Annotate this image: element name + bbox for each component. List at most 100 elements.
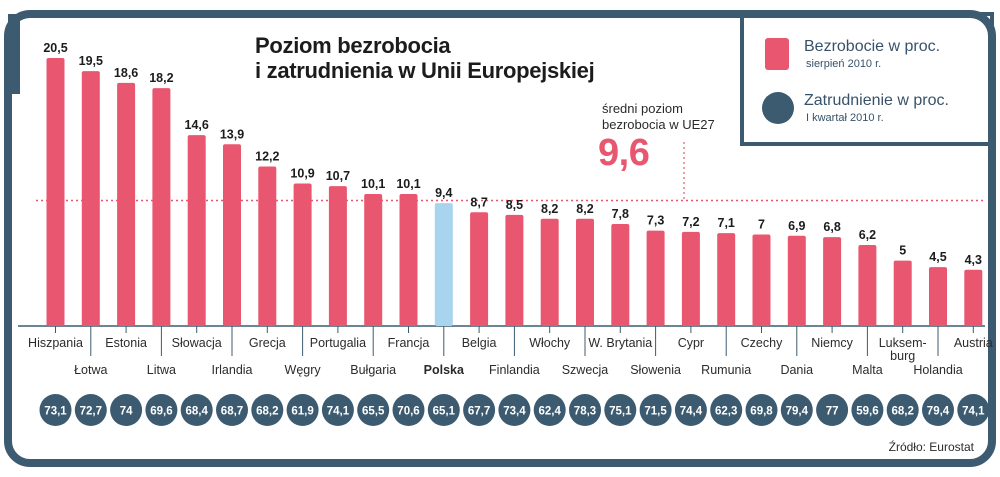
bar-value-label: 7,8	[612, 207, 629, 221]
employment-value-label: 68,4	[186, 406, 209, 418]
employment-circle	[816, 394, 849, 426]
country-label: Cypr	[678, 336, 704, 350]
country-label: Węgry	[285, 363, 322, 377]
bar	[470, 212, 489, 326]
bar-value-label: 19,5	[79, 54, 103, 68]
employment-circle	[321, 394, 354, 426]
bar-value-label: 8,2	[541, 202, 558, 216]
bar-value-label: 7,1	[718, 216, 735, 230]
bar-value-label: 8,7	[470, 195, 487, 209]
legend-employment-label: Zatrudnienie w proc.	[804, 92, 949, 109]
legend-unemployment-note: sierpień 2010 r.	[806, 58, 882, 70]
bar	[399, 193, 418, 326]
bar-value-label: 18,2	[149, 71, 173, 85]
employment-circle	[674, 394, 707, 426]
bar	[787, 235, 806, 326]
average-value: 9,6	[598, 132, 650, 174]
bar-value-label: 7,2	[682, 215, 699, 229]
employment-circle	[851, 394, 884, 426]
legend-bar-swatch	[765, 38, 789, 70]
bar-value-label: 4,5	[929, 250, 946, 264]
country-label: Austria	[954, 336, 993, 350]
country-label: Finlandia	[489, 363, 540, 377]
bar-value-label: 10,1	[361, 177, 385, 191]
frame-corner-tab	[8, 14, 20, 94]
employment-circle	[286, 394, 319, 426]
employment-circle	[110, 394, 143, 426]
bar	[293, 183, 312, 326]
bar	[81, 71, 100, 326]
country-label: Czechy	[741, 336, 783, 350]
bar	[858, 244, 877, 326]
bar	[752, 234, 771, 326]
bar	[223, 144, 241, 326]
bar	[117, 82, 136, 327]
country-label: Malta	[852, 363, 883, 377]
employment-value-label: 79,4	[927, 406, 950, 418]
bar-value-label: 8,2	[576, 202, 593, 216]
employment-circle	[604, 394, 637, 426]
employment-circle	[180, 394, 213, 426]
bar	[328, 186, 347, 326]
bar-value-label: 10,1	[396, 177, 420, 191]
source-note: Źródło: Eurostat	[888, 440, 974, 454]
legend-circle-swatch	[762, 92, 794, 124]
employment-circle	[569, 394, 601, 426]
employment-circle	[392, 394, 425, 426]
legend-box	[740, 12, 994, 146]
employment-circle	[74, 394, 107, 426]
bar	[434, 203, 453, 326]
bar-value-label: 5	[899, 244, 906, 258]
bar	[187, 135, 206, 326]
employment-value-label: 67,7	[468, 406, 490, 418]
employment-circle	[780, 394, 813, 426]
employment-circle	[745, 394, 778, 426]
country-label: Dania	[780, 363, 813, 377]
bar-value-label: 13,9	[220, 127, 244, 141]
employment-value-label: 62,3	[715, 406, 737, 418]
employment-value-label: 69,6	[150, 406, 172, 418]
bar-value-label: 6,9	[788, 219, 805, 233]
employment-circle	[251, 394, 284, 426]
bar-value-label: 18,6	[114, 66, 138, 80]
bar	[646, 230, 665, 326]
country-label: Portugalia	[310, 336, 366, 350]
bar-value-label: 14,6	[185, 118, 209, 132]
country-label: Łotwa	[74, 363, 107, 377]
employment-value-label: 79,4	[786, 406, 809, 418]
country-label: Słowacja	[172, 336, 222, 350]
bar	[152, 88, 171, 326]
country-label: Polska	[424, 363, 465, 377]
employment-value-label: 69,8	[750, 406, 773, 418]
country-label: Słowenia	[630, 363, 681, 377]
legend-unemployment-label: Bezrobocie w proc.	[804, 38, 941, 55]
employment-circle	[710, 394, 743, 426]
employment-circle	[427, 394, 460, 426]
employment-value-label: 68,2	[256, 406, 278, 418]
bar-value-label: 4,3	[965, 253, 982, 267]
country-label: Niemcy	[811, 336, 853, 350]
bar-value-label: 8,5	[506, 198, 523, 212]
employment-circle	[639, 394, 672, 426]
frame-border	[4, 10, 996, 467]
bar	[681, 231, 700, 326]
employment-circle	[39, 394, 72, 426]
country-label: Holandia	[913, 363, 962, 377]
bar-value-label: 10,7	[326, 169, 350, 183]
bar-value-label: 20,5	[43, 41, 67, 55]
employment-value-label: 74,4	[680, 406, 703, 418]
employment-circle	[145, 394, 178, 426]
country-label: Irlandia	[212, 363, 253, 377]
employment-circle	[886, 394, 919, 426]
employment-circle	[957, 394, 990, 426]
bar	[823, 237, 842, 326]
country-label: Rumunia	[701, 363, 751, 377]
country-label: Estonia	[105, 336, 147, 350]
employment-value-label: 70,6	[397, 406, 419, 418]
bar-value-label: 9,4	[435, 186, 452, 200]
employment-value-label: 74	[120, 406, 133, 418]
chart-title-line-1: Poziom bezrobocia	[255, 33, 451, 58]
country-label: Grecja	[249, 336, 286, 350]
